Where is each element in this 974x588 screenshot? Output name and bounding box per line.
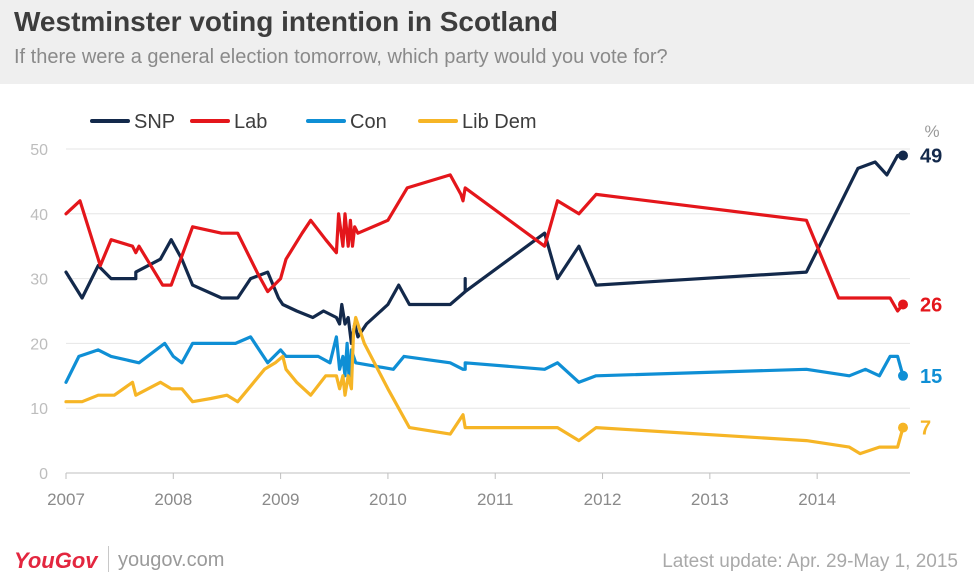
end-dot-con bbox=[898, 370, 908, 381]
series-line-lab bbox=[64, 173, 905, 313]
end-dot-lab bbox=[898, 299, 908, 310]
x-tick-label: 2007 bbox=[47, 490, 85, 509]
end-label-lib-dem: 7 bbox=[920, 418, 931, 440]
end-label-lab: 26 bbox=[920, 295, 942, 317]
chart-subtitle: If there were a general election tomorro… bbox=[14, 46, 668, 68]
end-dot-lib-dem bbox=[898, 422, 908, 433]
series-line-snp bbox=[64, 153, 905, 345]
x-tick-label: 2014 bbox=[798, 490, 836, 509]
x-tick-label: 2008 bbox=[154, 490, 192, 509]
latest-update: Latest update: Apr. 29-May 1, 2015 bbox=[662, 551, 958, 572]
y-tick-label: 30 bbox=[30, 272, 48, 289]
end-label-con: 15 bbox=[920, 366, 942, 388]
x-tick-label: 2011 bbox=[477, 490, 514, 509]
end-label-snp: 49 bbox=[920, 145, 942, 167]
footer-divider bbox=[108, 546, 109, 572]
series-line-lib-dem bbox=[64, 315, 905, 456]
legend-label-snp: SNP bbox=[134, 111, 175, 133]
y-tick-label: 10 bbox=[30, 401, 48, 418]
line-chart: 0 10 20 30 40 50 2007 2008 2009 2010 2011 2012 2013 2… bbox=[30, 111, 942, 509]
y-tick-label: 20 bbox=[30, 336, 48, 353]
series-line-con bbox=[64, 335, 905, 384]
legend-label-lab: Lab bbox=[234, 111, 267, 133]
y-axis-unit: % bbox=[924, 122, 939, 141]
end-dot-snp bbox=[898, 150, 908, 161]
chart-title: Westminster voting intention in Scotland bbox=[14, 6, 558, 37]
legend-label-con: Con bbox=[350, 111, 387, 133]
chart-header: Westminster voting intention in Scotland… bbox=[0, 0, 974, 84]
y-tick-label: 0 bbox=[39, 466, 48, 483]
y-tick-label: 40 bbox=[30, 207, 48, 224]
legend-label-lib-dem: Lib Dem bbox=[462, 111, 536, 133]
yougov-logo: YouGov bbox=[14, 548, 98, 573]
y-tick-label: 50 bbox=[30, 142, 48, 159]
footer-url: yougov.com bbox=[118, 549, 225, 571]
x-tick-label: 2013 bbox=[691, 490, 729, 509]
x-tick-label: 2010 bbox=[369, 490, 407, 509]
x-tick-label: 2009 bbox=[262, 490, 300, 509]
x-tick-label: 2012 bbox=[584, 490, 622, 509]
